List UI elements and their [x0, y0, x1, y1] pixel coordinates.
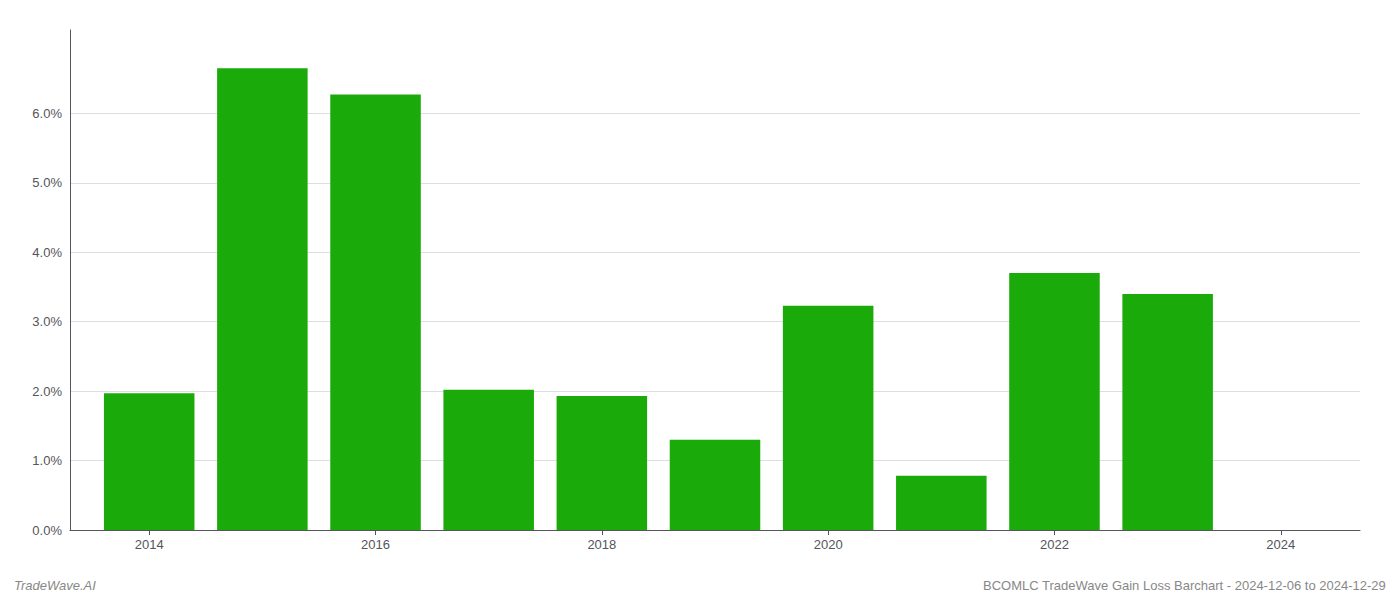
svg-text:2.0%: 2.0% [32, 384, 62, 399]
svg-text:2022: 2022 [1040, 537, 1069, 552]
svg-text:2020: 2020 [814, 537, 843, 552]
svg-text:2024: 2024 [1266, 537, 1295, 552]
svg-text:1.0%: 1.0% [32, 453, 62, 468]
svg-text:TradeWave.AI: TradeWave.AI [14, 578, 96, 593]
svg-text:2014: 2014 [135, 537, 164, 552]
svg-text:6.0%: 6.0% [32, 106, 62, 121]
svg-text:5.0%: 5.0% [32, 175, 62, 190]
svg-text:BCOMLC TradeWave Gain Loss Bar: BCOMLC TradeWave Gain Loss Barchart - 20… [983, 578, 1386, 593]
svg-text:4.0%: 4.0% [32, 245, 62, 260]
svg-text:2018: 2018 [587, 537, 616, 552]
svg-text:2016: 2016 [361, 537, 390, 552]
svg-text:0.0%: 0.0% [32, 523, 62, 538]
svg-text:3.0%: 3.0% [32, 314, 62, 329]
